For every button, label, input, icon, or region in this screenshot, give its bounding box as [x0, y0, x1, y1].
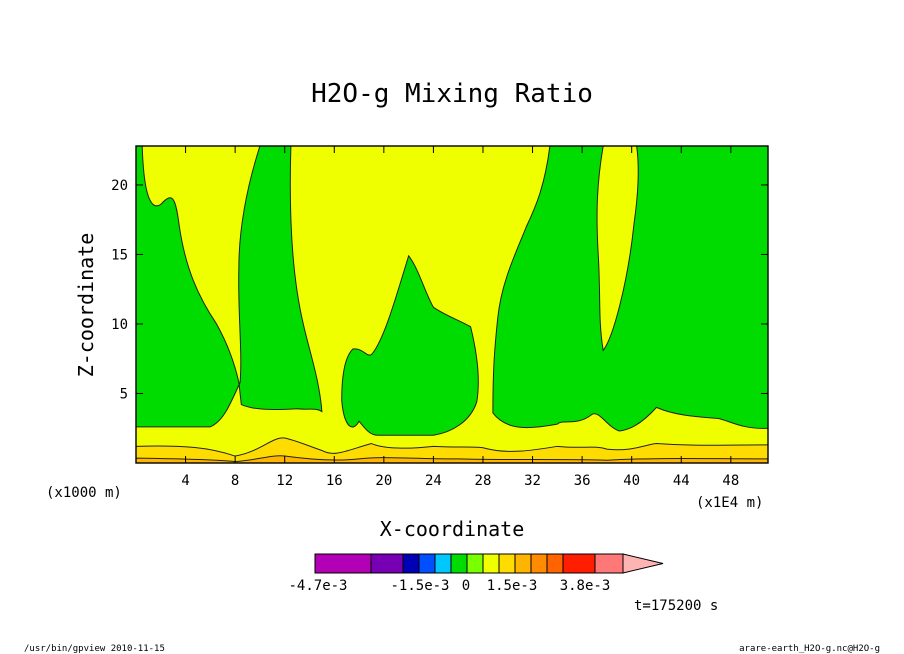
x-tick-label: 48: [722, 473, 739, 489]
x-tick-label: 12: [276, 473, 293, 489]
x-tick-label: 24: [425, 473, 442, 489]
colorbar-arrow: [622, 553, 664, 574]
region-upper-plume: [341, 254, 479, 436]
y-tick-label: 10: [111, 317, 128, 333]
x-tick-label: 16: [326, 473, 343, 489]
y-scale-note: (x1000 m): [46, 485, 122, 501]
footer-right: arare-earth_H2O-g.nc@H2O-g: [739, 644, 880, 654]
colorbar-swatch: [434, 553, 452, 574]
colorbar-tick-label: 0: [462, 578, 470, 594]
colorbar-swatch: [530, 553, 548, 574]
x-tick-label: 40: [623, 473, 640, 489]
colorbar-tick-label: 3.8e-3: [560, 578, 611, 594]
y-tick-label: 15: [111, 247, 128, 263]
colorbar-tick-label: 1.5e-3: [487, 578, 538, 594]
colorbar-swatch: [466, 553, 484, 574]
region-surface-layer: [135, 437, 769, 464]
colorbar-tick-label: -1.5e-3: [390, 578, 449, 594]
colorbar-swatch: [546, 553, 564, 574]
colorbar-swatch: [498, 553, 516, 574]
x-tick-label: 32: [524, 473, 541, 489]
colorbar-tick-label: -4.7e-3: [288, 578, 347, 594]
colorbar-swatch: [594, 553, 624, 574]
chart-title: H2O-g Mixing Ratio: [311, 79, 593, 109]
time-label: t=175200 s: [634, 598, 718, 614]
colorbar-swatch: [314, 553, 372, 574]
x-tick-label: 36: [574, 473, 591, 489]
x-axis-label: X-coordinate: [380, 517, 525, 541]
colorbar-swatch: [450, 553, 468, 574]
colorbar: -4.7e-3 -1.5e-3 0 1.5e-3 3.8e-3: [288, 553, 664, 594]
x-tick-label: 4: [181, 473, 189, 489]
y-axis-label: Z-coordinate: [74, 233, 98, 378]
colorbar-swatch: [482, 553, 500, 574]
region-upper-plume: [492, 145, 769, 432]
y-tick-label: 20: [111, 178, 128, 194]
colorbar-swatch: [418, 553, 436, 574]
region-upper-plume: [135, 145, 323, 428]
colorbar-swatch: [402, 553, 420, 574]
plot-frame: [135, 145, 769, 464]
x-tick-label: 28: [475, 473, 492, 489]
footer-left: /usr/bin/gpview 2010-11-15: [24, 644, 165, 654]
x-tick-label: 20: [375, 473, 392, 489]
colorbar-swatch: [562, 553, 596, 574]
colorbar-swatch: [370, 553, 404, 574]
x-scale-note: (x1E4 m): [696, 495, 763, 511]
colorbar-swatch: [514, 553, 532, 574]
y-tick-label: 5: [120, 386, 128, 402]
x-tick-label: 44: [673, 473, 690, 489]
x-tick-label: 8: [231, 473, 239, 489]
